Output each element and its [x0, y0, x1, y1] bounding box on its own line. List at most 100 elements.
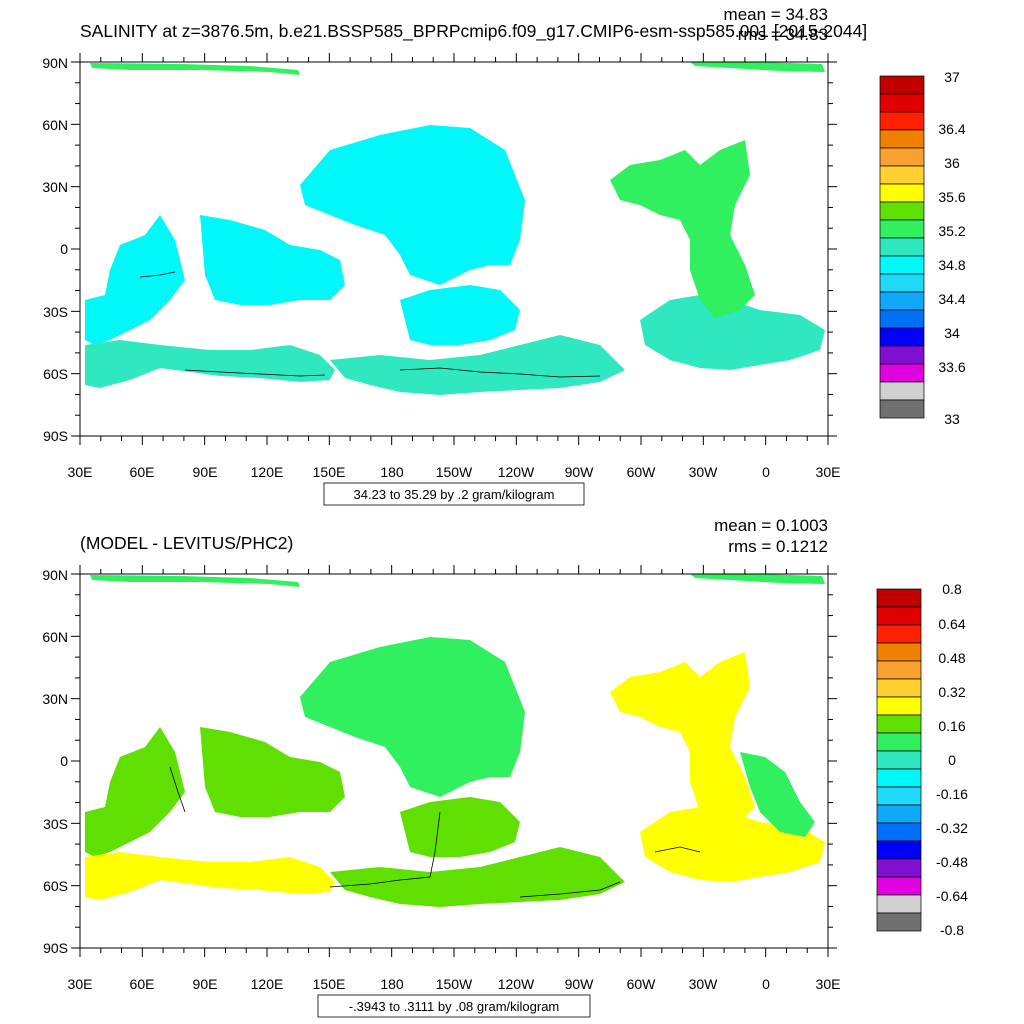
x-tick-label: 30W: [689, 976, 719, 992]
colorbar-labels: 0.8 0.64 0.48 0.32 0.16 0 -0.16 -0.32 -0…: [936, 581, 968, 938]
colorbar-label: 0.16: [938, 718, 965, 734]
field-indian-ocean: [85, 727, 185, 857]
colorbar-swatch: [876, 822, 922, 842]
field-southern-ocean: [85, 340, 335, 388]
colorbar-label: 0.32: [938, 684, 965, 700]
rms-stat: rms = 34.83: [738, 25, 828, 44]
field-west-pacific: [200, 215, 345, 305]
x-tick-label: 150W: [436, 976, 473, 992]
colorbar-swatch: [879, 147, 925, 167]
colorbar-swatch: [879, 183, 925, 203]
colorbar-label: 36: [944, 155, 960, 171]
field-south-atlantic: [640, 295, 825, 370]
colorbar-label: 0.64: [938, 616, 965, 632]
x-tick-label: 30E: [816, 976, 841, 992]
colorbar-swatch: [879, 363, 925, 383]
panel-title: SALINITY at z=3876.5m, b.e21.BSSP585_BPR…: [80, 21, 867, 42]
x-tick-label: 120W: [498, 464, 535, 480]
x-tick-label: 30E: [816, 464, 841, 480]
colorbar-label: -0.16: [936, 786, 968, 802]
x-tick-label: 90E: [193, 464, 218, 480]
colorbar: [879, 75, 925, 419]
colorbar-swatch: [879, 219, 925, 239]
field-deep-pacific: [300, 637, 525, 797]
contour-info: -.3943 to .3111 by .08 gram/kilogram: [349, 999, 560, 1014]
x-tick-label: 150W: [436, 464, 473, 480]
colorbar-swatch: [876, 894, 922, 914]
colorbar-swatch: [876, 786, 922, 806]
colorbar-swatch: [876, 714, 922, 734]
colorbar-swatch: [876, 840, 922, 860]
colorbar-swatch: [879, 309, 925, 329]
y-tick-label: 30N: [42, 179, 68, 195]
x-tick-label: 30W: [689, 464, 719, 480]
x-tick-label: 60E: [130, 976, 155, 992]
colorbar-swatch: [879, 111, 925, 131]
colorbar-swatch: [876, 642, 922, 662]
x-tick-label: 120E: [251, 976, 284, 992]
colorbar-swatch: [876, 750, 922, 770]
x-tick-label: 150E: [313, 464, 346, 480]
y-tick-label: 90N: [42, 567, 68, 583]
x-tick-label: 90W: [565, 464, 595, 480]
y-tick-label: 60S: [43, 366, 68, 382]
y-tick-label: 0: [60, 241, 68, 257]
x-tick-label: 60E: [130, 464, 155, 480]
colorbar-label: -0.48: [936, 854, 968, 870]
colorbar-swatch: [876, 912, 922, 932]
contour-info: 34.23 to 35.29 by .2 gram/kilogram: [354, 487, 555, 502]
colorbar-label: 37: [944, 69, 960, 85]
rms-stat: rms = 0.1212: [728, 537, 828, 556]
contour-line: [399, 367, 601, 378]
axis-ticks: [71, 53, 837, 445]
colorbar-swatch: [879, 237, 925, 257]
colorbar-swatch: [876, 696, 922, 716]
y-tick-label: 60N: [42, 117, 68, 133]
colorbar-swatch: [879, 75, 925, 95]
x-tick-label: 180: [380, 976, 404, 992]
field-west-pacific: [200, 727, 345, 817]
x-tick-label: 150E: [313, 976, 346, 992]
x-tick-label: 90E: [193, 976, 218, 992]
colorbar-label: 36.4: [938, 121, 965, 137]
y-tick-label: 30S: [43, 816, 68, 832]
x-tick-label: 120W: [498, 976, 535, 992]
colorbar-label: 35.2: [938, 223, 965, 239]
colorbar-label: 33.6: [938, 359, 965, 375]
colorbar-swatch: [879, 255, 925, 275]
colorbar-swatch: [876, 804, 922, 824]
field-south-pacific: [400, 797, 520, 857]
colorbar-label: -0.64: [936, 888, 968, 904]
field-south-pacific: [400, 285, 520, 345]
colorbar-swatch: [879, 129, 925, 149]
colorbar-swatch: [879, 291, 925, 311]
colorbar-labels: 37 36.4 36 35.6 35.2 34.8 34.4 34 33.6 3…: [938, 69, 965, 427]
colorbar-swatch: [876, 858, 922, 878]
y-tick-label: 0: [60, 753, 68, 769]
x-tick-label: 0: [762, 976, 770, 992]
colorbar-label: 34.8: [938, 257, 965, 273]
contour-line: [169, 766, 186, 813]
colorbar-label: 0.8: [942, 581, 962, 597]
colorbar-label: 33: [944, 411, 960, 427]
y-tick-label: 60S: [43, 878, 68, 894]
contour-line: [184, 369, 326, 377]
colorbar-swatch: [876, 768, 922, 788]
field-arctic-left: [90, 575, 300, 587]
colorbar-swatch: [879, 93, 925, 113]
field-arctic-right: [690, 62, 825, 72]
x-tick-label: 30E: [68, 976, 93, 992]
contour-line: [139, 271, 176, 278]
field-indian-ocean: [85, 215, 185, 345]
y-axis: 90N 60N 30N 0 30S 60S 90S: [42, 567, 68, 956]
colorbar-swatch: [876, 876, 922, 896]
mean-stat: mean = 34.83: [724, 5, 828, 24]
ocean-field-layer: [85, 574, 825, 907]
colorbar-swatch: [879, 273, 925, 293]
x-tick-label: 90W: [565, 976, 595, 992]
contour-info-box: [323, 482, 585, 506]
colorbar-swatch: [876, 678, 922, 698]
colorbar-label: -0.8: [940, 922, 964, 938]
contour-line: [519, 881, 621, 898]
